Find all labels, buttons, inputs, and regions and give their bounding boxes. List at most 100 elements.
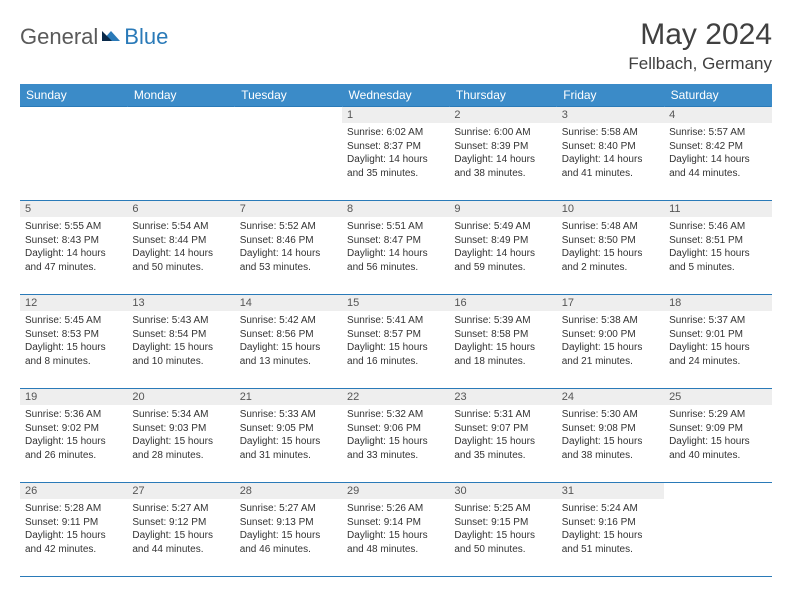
day-number: 21	[235, 389, 342, 405]
day-line: Daylight: 15 hours	[669, 341, 766, 355]
day-line: Sunset: 8:43 PM	[25, 234, 122, 248]
calendar-row: 1Sunrise: 6:02 AMSunset: 8:37 PMDaylight…	[20, 107, 772, 201]
weekday-header-row: Sunday Monday Tuesday Wednesday Thursday…	[20, 84, 772, 107]
day-data: Sunrise: 5:55 AMSunset: 8:43 PMDaylight:…	[20, 217, 127, 278]
day-data: Sunrise: 5:32 AMSunset: 9:06 PMDaylight:…	[342, 405, 449, 466]
logo-text-blue: Blue	[124, 24, 168, 50]
calendar-cell: 2Sunrise: 6:00 AMSunset: 8:39 PMDaylight…	[449, 107, 556, 201]
month-title: May 2024	[628, 18, 772, 52]
day-line: Daylight: 15 hours	[454, 341, 551, 355]
day-line: Sunrise: 5:39 AM	[454, 314, 551, 328]
weekday-header: Sunday	[20, 84, 127, 107]
day-line: Daylight: 15 hours	[347, 435, 444, 449]
header: General Blue May 2024 Fellbach, Germany	[20, 18, 772, 74]
day-line: Sunrise: 5:51 AM	[347, 220, 444, 234]
day-line: Sunrise: 5:52 AM	[240, 220, 337, 234]
day-number: 25	[664, 389, 771, 405]
day-line: Sunrise: 5:38 AM	[562, 314, 659, 328]
day-line: Sunset: 9:14 PM	[347, 516, 444, 530]
day-line: Daylight: 15 hours	[25, 341, 122, 355]
day-line: and 53 minutes.	[240, 261, 337, 275]
day-line: Sunset: 9:07 PM	[454, 422, 551, 436]
day-number: 9	[449, 201, 556, 217]
logo-flag-icon	[102, 27, 122, 48]
day-line: and 31 minutes.	[240, 449, 337, 463]
day-number: 14	[235, 295, 342, 311]
weekday-header: Thursday	[449, 84, 556, 107]
day-data: Sunrise: 5:36 AMSunset: 9:02 PMDaylight:…	[20, 405, 127, 466]
day-data: Sunrise: 5:54 AMSunset: 8:44 PMDaylight:…	[127, 217, 234, 278]
day-data: Sunrise: 5:38 AMSunset: 9:00 PMDaylight:…	[557, 311, 664, 372]
day-number: 1	[342, 107, 449, 123]
day-number: 13	[127, 295, 234, 311]
logo: General Blue	[20, 18, 168, 50]
day-line: Daylight: 15 hours	[669, 435, 766, 449]
weekday-header: Monday	[127, 84, 234, 107]
day-line: Daylight: 14 hours	[454, 247, 551, 261]
day-data: Sunrise: 5:45 AMSunset: 8:53 PMDaylight:…	[20, 311, 127, 372]
calendar-cell: 19Sunrise: 5:36 AMSunset: 9:02 PMDayligh…	[20, 389, 127, 483]
day-data: Sunrise: 5:25 AMSunset: 9:15 PMDaylight:…	[449, 499, 556, 560]
day-line: Sunrise: 5:41 AM	[347, 314, 444, 328]
day-data: Sunrise: 5:33 AMSunset: 9:05 PMDaylight:…	[235, 405, 342, 466]
day-line: and 24 minutes.	[669, 355, 766, 369]
day-line: Sunrise: 5:45 AM	[25, 314, 122, 328]
day-line: Daylight: 14 hours	[454, 153, 551, 167]
location: Fellbach, Germany	[628, 54, 772, 74]
day-line: and 2 minutes.	[562, 261, 659, 275]
calendar-cell: 22Sunrise: 5:32 AMSunset: 9:06 PMDayligh…	[342, 389, 449, 483]
day-line: Daylight: 15 hours	[240, 529, 337, 543]
day-line: Sunrise: 5:55 AM	[25, 220, 122, 234]
day-line: Daylight: 15 hours	[347, 341, 444, 355]
calendar-row: 19Sunrise: 5:36 AMSunset: 9:02 PMDayligh…	[20, 389, 772, 483]
day-line: Sunset: 8:42 PM	[669, 140, 766, 154]
calendar-cell: 5Sunrise: 5:55 AMSunset: 8:43 PMDaylight…	[20, 201, 127, 295]
calendar-cell: 26Sunrise: 5:28 AMSunset: 9:11 PMDayligh…	[20, 483, 127, 577]
day-line: and 56 minutes.	[347, 261, 444, 275]
day-line: Sunrise: 5:29 AM	[669, 408, 766, 422]
day-number: 3	[557, 107, 664, 123]
day-line: Sunset: 8:37 PM	[347, 140, 444, 154]
day-number: 12	[20, 295, 127, 311]
day-data: Sunrise: 5:31 AMSunset: 9:07 PMDaylight:…	[449, 405, 556, 466]
day-data: Sunrise: 5:58 AMSunset: 8:40 PMDaylight:…	[557, 123, 664, 184]
day-line: and 35 minutes.	[454, 449, 551, 463]
day-data: Sunrise: 5:39 AMSunset: 8:58 PMDaylight:…	[449, 311, 556, 372]
day-data: Sunrise: 5:28 AMSunset: 9:11 PMDaylight:…	[20, 499, 127, 560]
day-number: 18	[664, 295, 771, 311]
logo-text-general: General	[20, 24, 98, 50]
day-line: Sunrise: 5:30 AM	[562, 408, 659, 422]
day-line: Sunset: 8:50 PM	[562, 234, 659, 248]
day-line: Sunset: 8:54 PM	[132, 328, 229, 342]
day-line: Sunrise: 6:00 AM	[454, 126, 551, 140]
day-line: and 47 minutes.	[25, 261, 122, 275]
day-data: Sunrise: 5:27 AMSunset: 9:12 PMDaylight:…	[127, 499, 234, 560]
day-data: Sunrise: 5:30 AMSunset: 9:08 PMDaylight:…	[557, 405, 664, 466]
day-data: Sunrise: 5:57 AMSunset: 8:42 PMDaylight:…	[664, 123, 771, 184]
day-number: 15	[342, 295, 449, 311]
day-line: and 8 minutes.	[25, 355, 122, 369]
day-line: Sunset: 9:12 PM	[132, 516, 229, 530]
day-data: Sunrise: 5:49 AMSunset: 8:49 PMDaylight:…	[449, 217, 556, 278]
day-number: 22	[342, 389, 449, 405]
day-line: Sunset: 9:05 PM	[240, 422, 337, 436]
day-line: Daylight: 14 hours	[132, 247, 229, 261]
day-line: and 40 minutes.	[669, 449, 766, 463]
day-number: 23	[449, 389, 556, 405]
day-line: and 59 minutes.	[454, 261, 551, 275]
day-line: Daylight: 15 hours	[669, 247, 766, 261]
day-line: and 13 minutes.	[240, 355, 337, 369]
day-line: Sunrise: 5:36 AM	[25, 408, 122, 422]
calendar-cell: 25Sunrise: 5:29 AMSunset: 9:09 PMDayligh…	[664, 389, 771, 483]
calendar-cell: 12Sunrise: 5:45 AMSunset: 8:53 PMDayligh…	[20, 295, 127, 389]
day-number: 2	[449, 107, 556, 123]
day-line: Sunrise: 5:25 AM	[454, 502, 551, 516]
day-line: Sunrise: 5:26 AM	[347, 502, 444, 516]
day-line: Sunset: 8:51 PM	[669, 234, 766, 248]
day-line: Daylight: 15 hours	[25, 435, 122, 449]
day-data: Sunrise: 5:43 AMSunset: 8:54 PMDaylight:…	[127, 311, 234, 372]
calendar-cell: 4Sunrise: 5:57 AMSunset: 8:42 PMDaylight…	[664, 107, 771, 201]
calendar-cell: 18Sunrise: 5:37 AMSunset: 9:01 PMDayligh…	[664, 295, 771, 389]
calendar-cell	[664, 483, 771, 577]
day-number: 8	[342, 201, 449, 217]
